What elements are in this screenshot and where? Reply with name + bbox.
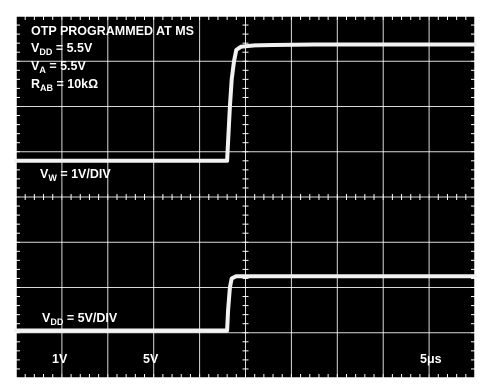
readout-ch1-scale: 1V xyxy=(52,352,67,366)
readout-timebase: 5μs xyxy=(420,352,442,366)
annotation-vdd-supply: VDD = 5.5V xyxy=(31,41,92,55)
annotation-va-supply: VA = 5.5V xyxy=(31,59,86,73)
channel1-label: VW = 1V/DIV xyxy=(40,167,111,181)
readout-ch2-scale: 5V xyxy=(143,352,158,366)
channel2-label: VDD = 5V/DIV xyxy=(42,311,117,325)
annotation-otp: OTP PROGRAMMED AT MS xyxy=(31,24,194,38)
annotation-rab: RAB = 10kΩ xyxy=(31,77,98,91)
